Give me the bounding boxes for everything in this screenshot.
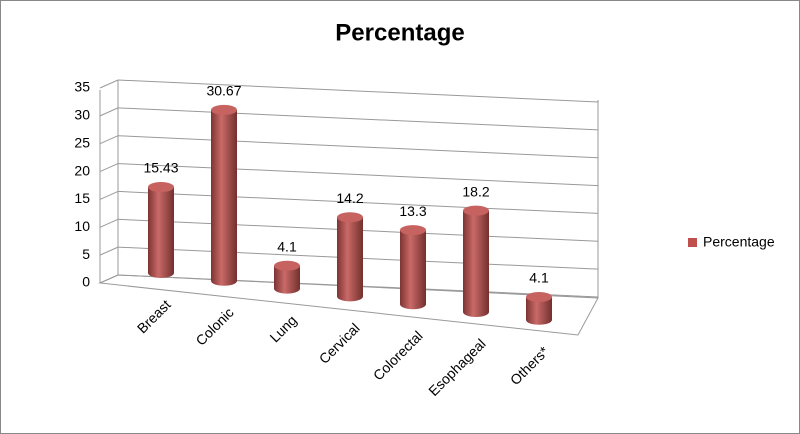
bar-top [337, 212, 363, 223]
bar-body [211, 109, 237, 286]
data-label: 15.43 [143, 160, 178, 176]
y-tick-label: 0 [82, 274, 90, 290]
data-label: 30.67 [206, 83, 241, 99]
side-grid-line [99, 274, 119, 284]
side-grid-line [99, 190, 119, 200]
grid-line [117, 163, 599, 187]
bar-body [400, 230, 426, 310]
y-tick-label: 10 [74, 218, 90, 234]
bar-body [526, 296, 552, 325]
bar [337, 212, 363, 302]
legend-label: Percentage [703, 234, 775, 250]
bar-top [211, 104, 237, 115]
side-grid-line [99, 218, 119, 228]
side-grid-line [99, 79, 119, 89]
bar [463, 205, 489, 317]
grid-line [117, 135, 599, 159]
bar [274, 260, 300, 294]
y-tick-label: 30 [74, 107, 90, 123]
data-label: 13.3 [399, 203, 426, 219]
side-grid-line [99, 107, 119, 117]
side-grid-line [99, 246, 119, 256]
bar-top [274, 260, 300, 271]
grid-line [117, 190, 599, 214]
y-tick-label: 15 [74, 190, 90, 206]
grid-line [117, 79, 599, 103]
bar-top [400, 225, 426, 236]
bar-body [274, 265, 300, 294]
bar-top [463, 205, 489, 216]
data-label: 4.1 [529, 270, 549, 286]
data-label: 4.1 [277, 238, 297, 254]
bar-body [148, 187, 174, 278]
bar-body [463, 210, 489, 317]
y-tick-label: 5 [82, 246, 90, 262]
grid-line [117, 107, 599, 131]
side-grid-line [99, 163, 119, 173]
bar [211, 104, 237, 286]
bar-top [526, 291, 552, 302]
bar-top [148, 182, 174, 193]
chart-title: Percentage [335, 19, 464, 46]
bar [400, 225, 426, 310]
data-label: 14.2 [336, 190, 363, 206]
y-tick-label: 20 [74, 162, 90, 178]
bar [526, 291, 552, 325]
y-tick-label: 25 [74, 134, 90, 150]
legend-swatch [688, 238, 697, 247]
data-label: 18.2 [462, 183, 489, 199]
bar [148, 182, 174, 278]
side-grid-line [99, 135, 119, 145]
bar-body [337, 217, 363, 302]
y-tick-label: 35 [74, 79, 90, 95]
